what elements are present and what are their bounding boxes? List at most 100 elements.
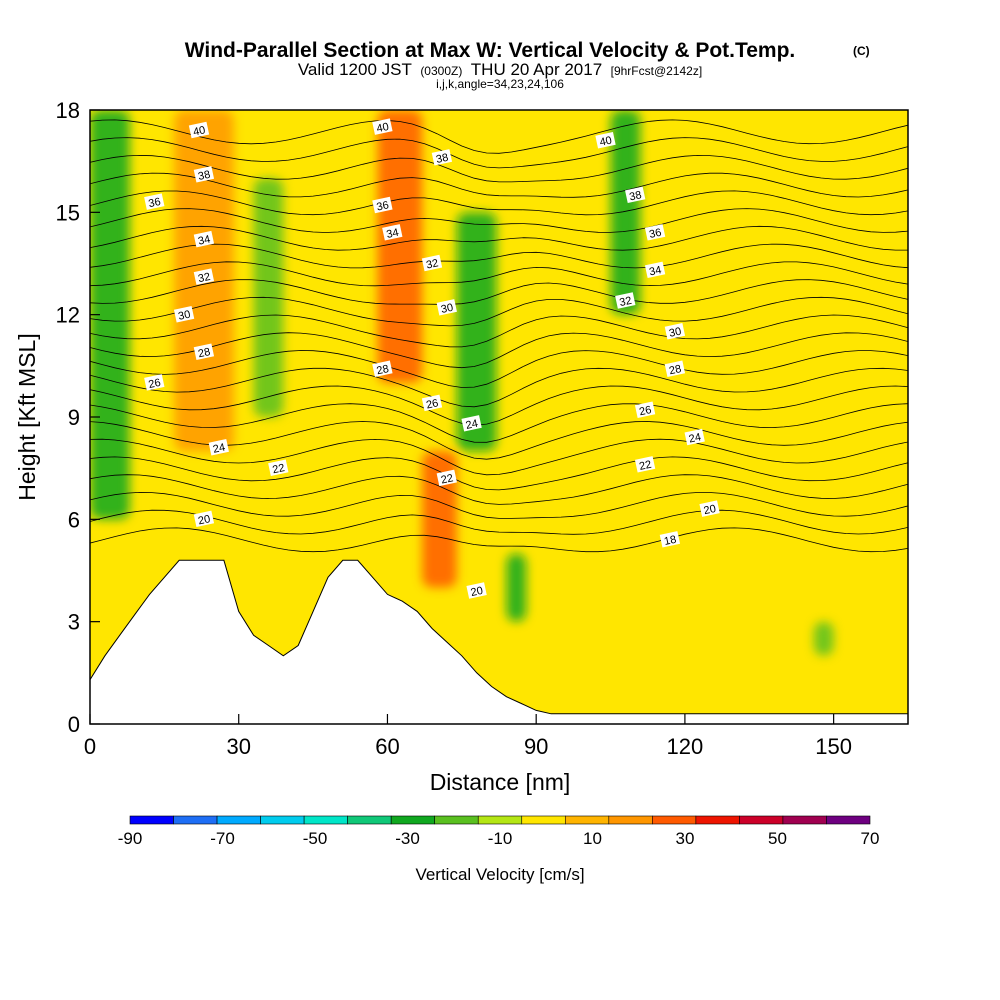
contour-label-text: 20 [470, 585, 484, 599]
theta-contour-line [90, 332, 908, 369]
theta-contour-line [90, 296, 908, 327]
theta-contour-label: 32 [193, 268, 215, 285]
theta-contour-label: 40 [595, 131, 616, 149]
theta-contour-label: 30 [664, 322, 686, 340]
theta-contour-label: 30 [173, 305, 195, 323]
contour-label-text: 34 [648, 264, 662, 278]
contour-label-text: 26 [425, 397, 439, 411]
contour-label-box [144, 193, 165, 210]
contour-label-text: 38 [197, 169, 211, 183]
contour-label-text: 40 [375, 121, 389, 135]
theta-contour-label: 24 [684, 428, 705, 446]
contour-label-box [644, 261, 666, 279]
theta-contour-line [90, 172, 908, 198]
contour-label-box [431, 149, 453, 166]
colorbar-swatch [173, 815, 218, 825]
theta-contour-label: 20 [699, 500, 720, 517]
contour-label-box [193, 230, 215, 248]
theta-contour-label: 30 [436, 299, 457, 316]
theta-contour-line [90, 456, 908, 491]
colorbar-tick-label: -50 [303, 829, 328, 848]
theta-contour-line [90, 509, 908, 535]
theta-contour-line [90, 154, 908, 183]
contour-label-text: 36 [147, 196, 161, 210]
contour-label-box [699, 500, 720, 517]
colorbar-tick-label: -90 [118, 829, 143, 848]
title-mark: (C) [853, 44, 870, 58]
colorbar-swatch [129, 815, 174, 825]
contour-label-text: 22 [440, 472, 454, 486]
theta-contour-line [90, 527, 908, 553]
contour-label-text: 34 [197, 233, 211, 247]
colorbar-swatch [608, 815, 653, 825]
contour-label-box [382, 224, 403, 241]
colorbar-tick-label: 70 [861, 829, 880, 848]
theta-contour-label: 26 [421, 394, 443, 412]
contour-label-box [615, 292, 636, 309]
contour-label-text: 28 [375, 363, 389, 377]
chart-title: Wind-Parallel Section at Max W: Vertical… [185, 39, 796, 62]
theta-contour-line [90, 438, 908, 476]
section-params: i,j,k,angle=34,23,24,106 [436, 77, 564, 91]
y-axis: 0 3 6 9 12 15 18 [56, 98, 100, 737]
contour-label-text: 36 [648, 227, 662, 241]
velocity-cell [813, 621, 834, 656]
contour-label-text: 26 [638, 404, 652, 418]
contour-label-text: 32 [197, 271, 211, 285]
contour-label-box [144, 374, 165, 391]
contour-label-box [659, 531, 681, 548]
contour-label-text: 34 [385, 227, 399, 241]
colorbar: -90 -70 -50 -30 -10 10 30 50 70 [118, 815, 880, 848]
colorbar-tick-label: 30 [676, 829, 695, 848]
contour-label-box [372, 118, 393, 135]
contour-label-text: 40 [192, 124, 206, 138]
contour-label-text: 20 [197, 513, 211, 527]
theta-contour-label: 38 [193, 166, 215, 183]
theta-contour-label: 22 [268, 459, 289, 476]
theta-contour-line [90, 367, 908, 408]
contour-label-text: 30 [668, 326, 682, 340]
colorbar-swatch [434, 815, 479, 825]
x-tick-label: 0 [84, 734, 96, 759]
contour-label-box [595, 131, 616, 149]
contour-label-text: 28 [197, 346, 211, 360]
contour-label-text: 36 [375, 199, 389, 213]
contour-label-text: 24 [212, 442, 226, 456]
colorbar-tick-label: -30 [395, 829, 420, 848]
theta-contour-line [90, 403, 908, 443]
contour-label-box [664, 322, 686, 340]
valid-fcst: [9hrFcst@2142z] [611, 64, 703, 78]
theta-contour-label: 28 [193, 343, 215, 360]
contour-label-box [664, 360, 686, 377]
contour-label-text: 28 [668, 363, 682, 377]
contour-label-box [193, 510, 215, 528]
contour-label-text: 30 [177, 309, 191, 323]
contour-label-box [634, 456, 656, 473]
theta-contour-label: 20 [466, 582, 487, 599]
velocity-cell [610, 110, 641, 315]
x-tick-label: 60 [375, 734, 399, 759]
x-axis-label: Distance [nm] [430, 769, 571, 795]
plot-area: 40 38 36 34 32 30 28 26 24 22 20 40 38 36 34 32 30 28 26 24… [90, 110, 908, 724]
theta-contour-line [90, 314, 908, 348]
colorbar-swatch [739, 815, 784, 825]
theta-contour-label: 24 [208, 438, 229, 456]
colorbar-swatch [390, 815, 436, 825]
theta-contour-line [90, 119, 908, 154]
velocity-cell [377, 110, 423, 383]
contour-label-text: 38 [435, 152, 449, 166]
contour-label-text: 32 [618, 295, 632, 309]
valid-line: Valid 1200 JST (0300Z) THU 20 Apr 2017 [… [298, 60, 702, 79]
contour-label-text: 26 [147, 377, 161, 391]
theta-contour-label: 24 [461, 415, 482, 432]
x-axis: 0 30 60 90 120 150 [84, 714, 852, 759]
x-tick-label: 30 [226, 734, 250, 759]
valid-zulu: (0300Z) [420, 64, 462, 78]
contour-label-text: 22 [271, 462, 285, 476]
colorbar-swatch [347, 815, 392, 825]
colorbar-swatch [260, 815, 305, 825]
contour-label-box [268, 459, 289, 476]
colorbar-swatch [521, 815, 566, 825]
contour-label-box [436, 299, 457, 316]
colorbar-tick-label: 50 [768, 829, 787, 848]
